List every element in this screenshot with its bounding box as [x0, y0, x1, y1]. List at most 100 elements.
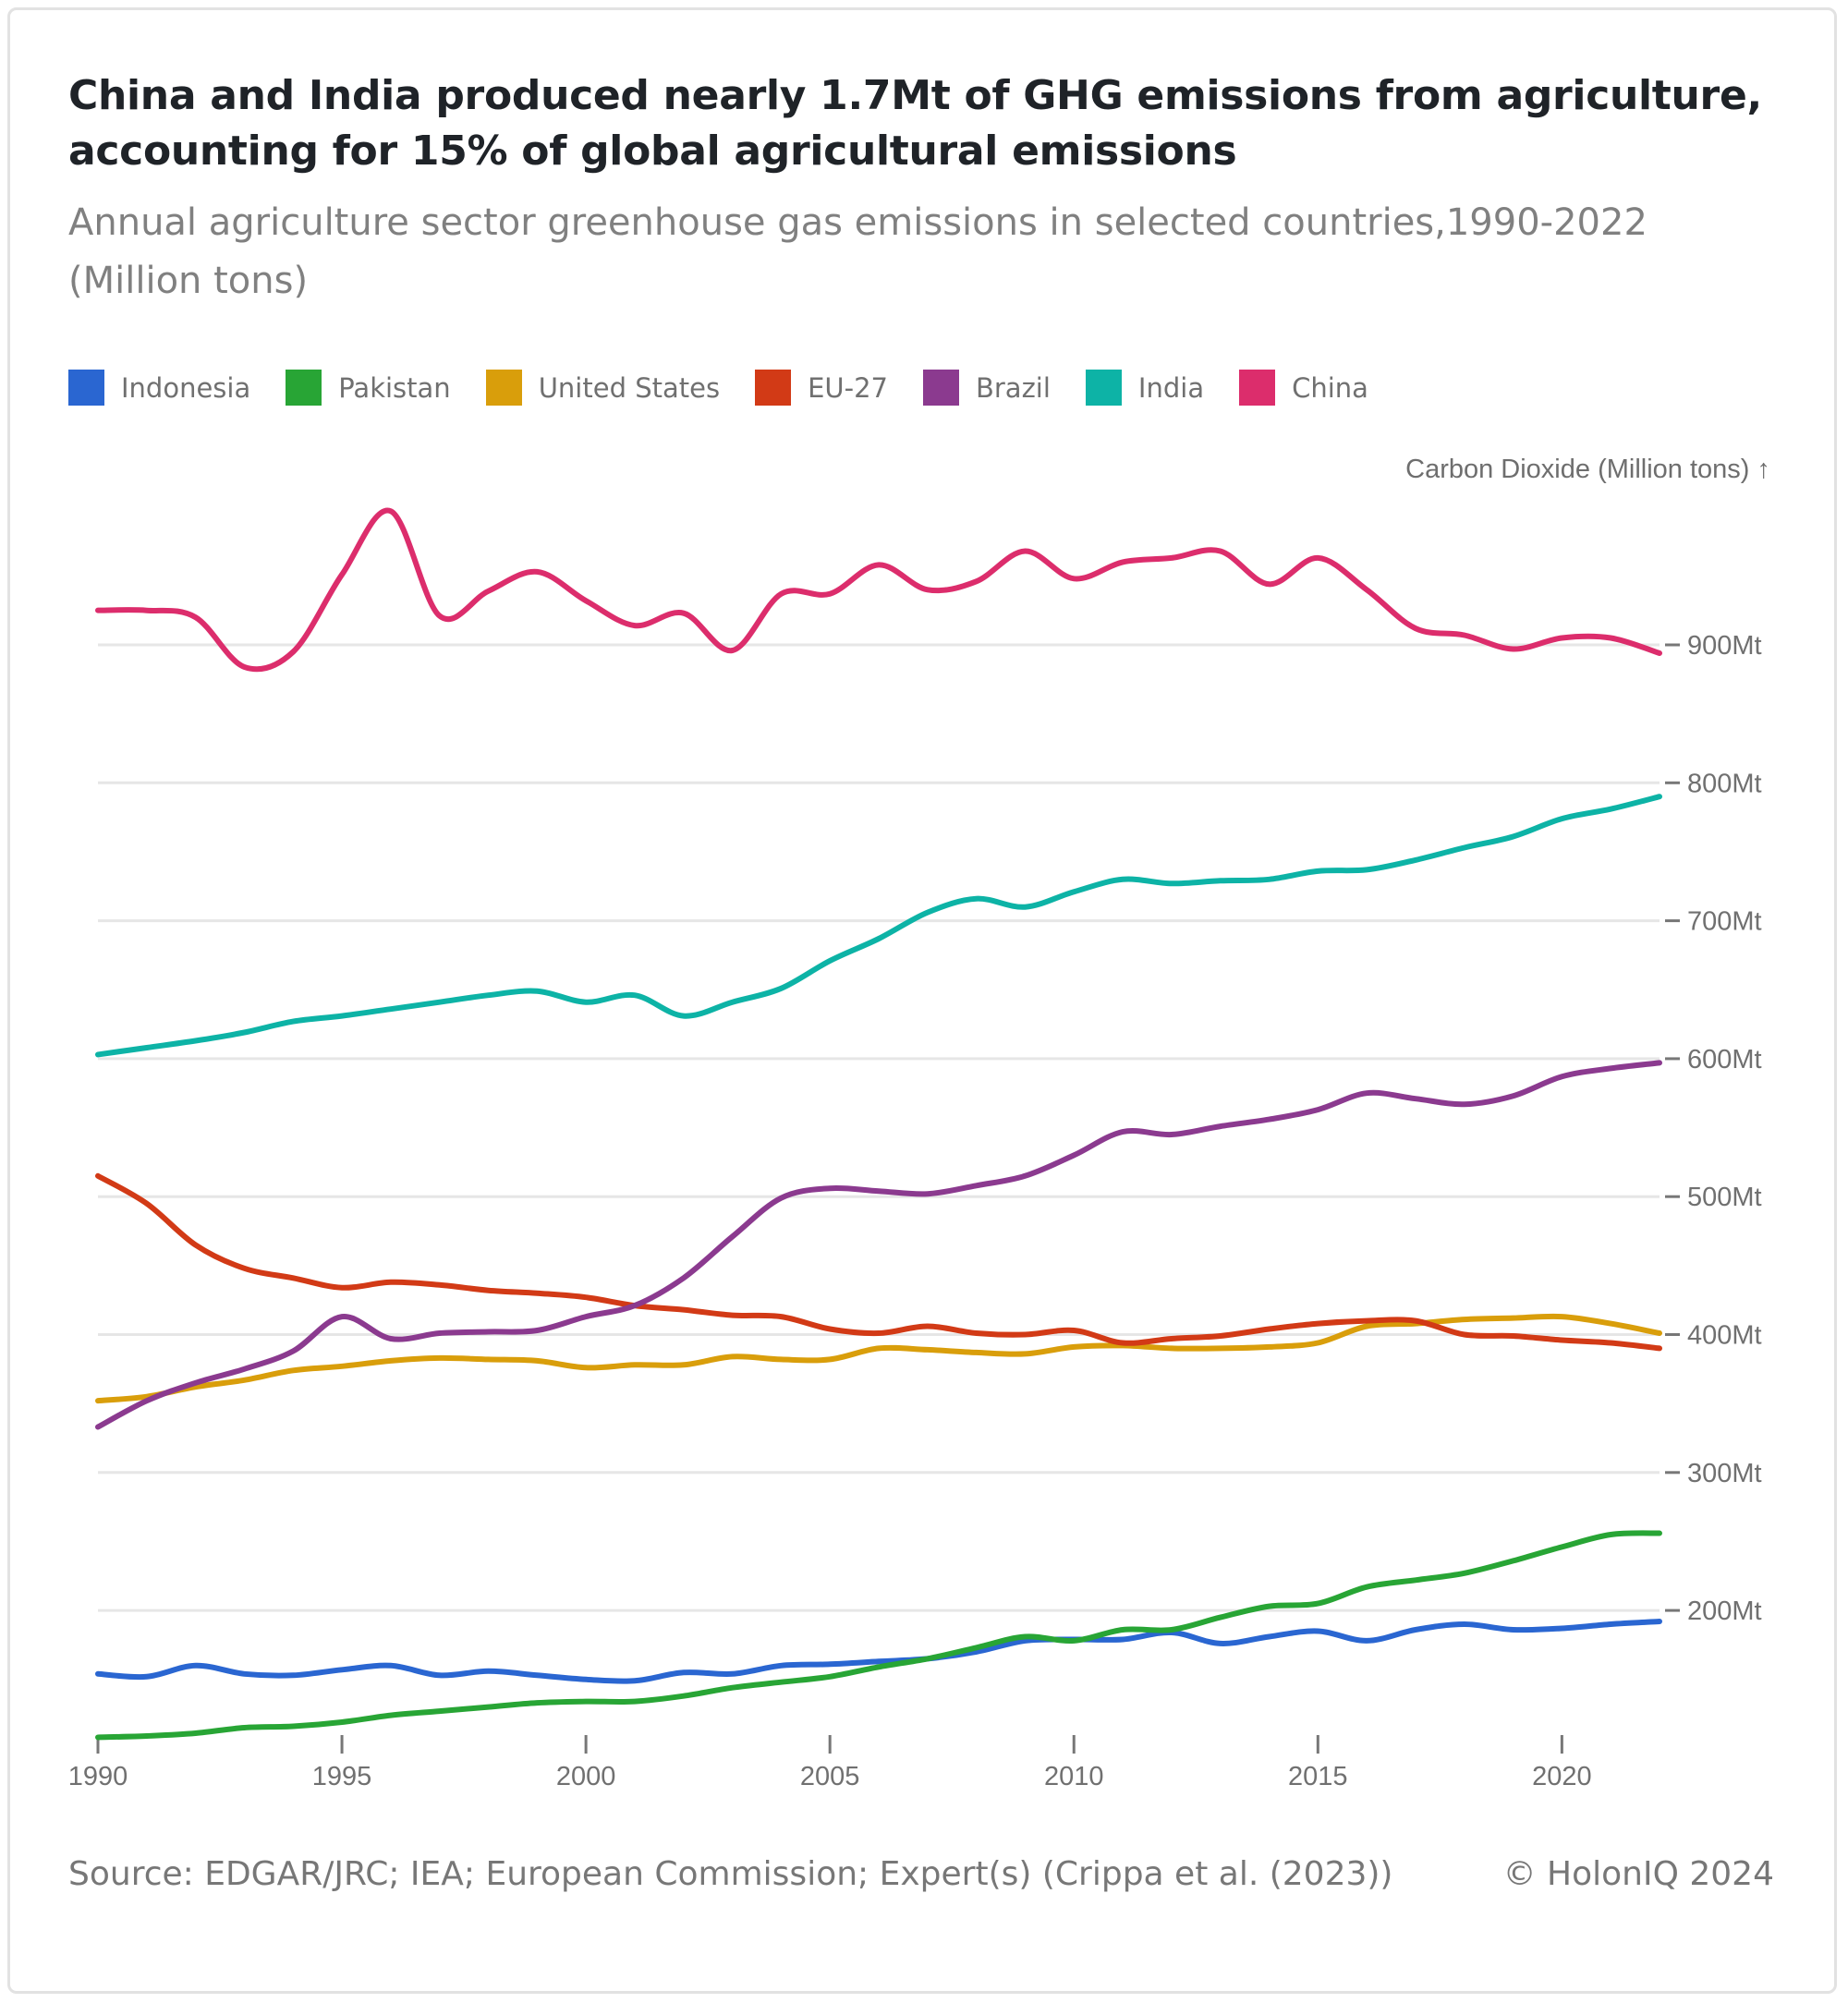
point-china-1997[interactable] — [437, 613, 443, 619]
point-eu-27-2016[interactable] — [1364, 1318, 1369, 1324]
point-china-1993[interactable] — [241, 664, 247, 670]
point-pakistan-1999[interactable] — [534, 1700, 540, 1706]
point-china-2013[interactable] — [1218, 549, 1223, 554]
point-indonesia-2011[interactable] — [1120, 1637, 1125, 1643]
point-indonesia-2018[interactable] — [1462, 1621, 1467, 1627]
point-eu-27-2002[interactable] — [681, 1307, 687, 1313]
point-pakistan-1996[interactable] — [388, 1713, 394, 1718]
point-india-2009[interactable] — [1022, 904, 1027, 910]
point-china-2009[interactable] — [1022, 549, 1027, 554]
legend-item-pakistan[interactable]: Pakistan — [286, 370, 451, 406]
point-india-2021[interactable] — [1608, 807, 1613, 812]
point-brazil-1995[interactable] — [339, 1314, 345, 1319]
point-pakistan-2014[interactable] — [1267, 1604, 1272, 1609]
line-brazil[interactable] — [95, 1060, 1662, 1430]
point-united-states-1997[interactable] — [437, 1355, 443, 1361]
point-indonesia-2015[interactable] — [1315, 1629, 1320, 1634]
point-brazil-2008[interactable] — [974, 1183, 979, 1188]
point-pakistan-2019[interactable] — [1511, 1558, 1516, 1563]
point-indonesia-1995[interactable] — [339, 1667, 345, 1672]
point-china-1994[interactable] — [290, 649, 296, 655]
point-brazil-2004[interactable] — [778, 1196, 784, 1201]
point-brazil-2011[interactable] — [1120, 1129, 1125, 1135]
point-brazil-1994[interactable] — [290, 1348, 296, 1354]
point-united-states-1998[interactable] — [486, 1356, 492, 1362]
point-eu-27-2022[interactable] — [1657, 1345, 1662, 1351]
point-united-states-2013[interactable] — [1218, 1345, 1223, 1351]
point-brazil-1999[interactable] — [534, 1328, 540, 1333]
point-china-1995[interactable] — [339, 572, 345, 577]
point-united-states-2003[interactable] — [730, 1354, 736, 1359]
point-united-states-2010[interactable] — [1071, 1344, 1076, 1350]
point-indonesia-1990[interactable] — [95, 1671, 101, 1677]
point-india-1997[interactable] — [437, 1000, 443, 1005]
point-china-2017[interactable] — [1413, 625, 1418, 631]
point-eu-27-2017[interactable] — [1413, 1318, 1418, 1324]
point-brazil-2009[interactable] — [1022, 1173, 1027, 1179]
point-india-2012[interactable] — [1169, 880, 1174, 886]
point-eu-27-2009[interactable] — [1022, 1332, 1027, 1338]
point-indonesia-2004[interactable] — [778, 1663, 784, 1669]
point-pakistan-2011[interactable] — [1120, 1627, 1125, 1633]
legend-item-united-states[interactable]: United States — [485, 370, 720, 406]
point-india-1999[interactable] — [534, 989, 540, 994]
legend-item-indonesia[interactable]: Indonesia — [68, 370, 250, 406]
point-united-states-2015[interactable] — [1315, 1341, 1320, 1346]
point-united-states-2002[interactable] — [681, 1362, 687, 1367]
point-eu-27-1995[interactable] — [339, 1285, 345, 1291]
point-eu-27-2006[interactable] — [876, 1330, 881, 1336]
point-eu-27-2015[interactable] — [1315, 1321, 1320, 1327]
point-indonesia-2002[interactable] — [681, 1669, 687, 1675]
point-china-1998[interactable] — [486, 589, 492, 594]
point-pakistan-1998[interactable] — [486, 1705, 492, 1710]
point-india-2020[interactable] — [1559, 816, 1564, 821]
point-pakistan-2021[interactable] — [1608, 1532, 1613, 1537]
point-china-2011[interactable] — [1120, 559, 1125, 564]
point-indonesia-2000[interactable] — [583, 1677, 589, 1682]
point-united-states-2016[interactable] — [1364, 1324, 1369, 1329]
point-china-2010[interactable] — [1071, 576, 1076, 581]
point-pakistan-2006[interactable] — [876, 1664, 881, 1669]
point-china-2020[interactable] — [1559, 636, 1564, 641]
point-eu-27-2004[interactable] — [778, 1314, 784, 1319]
point-united-states-2008[interactable] — [974, 1350, 979, 1355]
point-india-2022[interactable] — [1657, 794, 1662, 799]
point-eu-27-2019[interactable] — [1511, 1333, 1516, 1339]
point-united-states-1995[interactable] — [339, 1364, 345, 1369]
point-indonesia-1999[interactable] — [534, 1672, 540, 1678]
point-indonesia-1994[interactable] — [290, 1672, 296, 1678]
point-united-states-2000[interactable] — [583, 1365, 589, 1370]
point-pakistan-2002[interactable] — [681, 1693, 687, 1699]
point-eu-27-1991[interactable] — [144, 1201, 150, 1207]
point-pakistan-2003[interactable] — [730, 1685, 736, 1691]
point-eu-27-2008[interactable] — [974, 1330, 979, 1336]
point-united-states-2012[interactable] — [1169, 1345, 1174, 1351]
point-china-2002[interactable] — [681, 611, 687, 616]
point-brazil-1992[interactable] — [193, 1380, 199, 1386]
legend-item-india[interactable]: India — [1085, 370, 1204, 406]
point-united-states-2021[interactable] — [1608, 1321, 1613, 1327]
point-indonesia-2017[interactable] — [1413, 1627, 1418, 1633]
point-indonesia-2019[interactable] — [1511, 1627, 1516, 1633]
point-brazil-2020[interactable] — [1559, 1074, 1564, 1079]
point-china-2018[interactable] — [1462, 633, 1467, 638]
point-brazil-1998[interactable] — [486, 1329, 492, 1335]
point-indonesia-2021[interactable] — [1608, 1621, 1613, 1627]
point-brazil-2022[interactable] — [1657, 1060, 1662, 1065]
line-united-states[interactable] — [95, 1313, 1662, 1404]
point-china-1991[interactable] — [144, 608, 150, 613]
point-eu-27-2021[interactable] — [1608, 1341, 1613, 1346]
point-pakistan-1997[interactable] — [437, 1708, 443, 1714]
point-india-2013[interactable] — [1218, 878, 1223, 883]
point-brazil-2002[interactable] — [681, 1275, 687, 1281]
point-eu-27-1999[interactable] — [534, 1291, 540, 1296]
point-pakistan-2016[interactable] — [1364, 1584, 1369, 1590]
point-brazil-2021[interactable] — [1608, 1065, 1613, 1071]
point-united-states-1996[interactable] — [388, 1358, 394, 1364]
point-brazil-2018[interactable] — [1462, 1101, 1467, 1107]
point-indonesia-2013[interactable] — [1218, 1641, 1223, 1646]
point-pakistan-1993[interactable] — [241, 1725, 247, 1730]
point-china-1990[interactable] — [95, 608, 101, 613]
point-eu-27-2012[interactable] — [1169, 1336, 1174, 1341]
point-china-2001[interactable] — [632, 623, 638, 628]
